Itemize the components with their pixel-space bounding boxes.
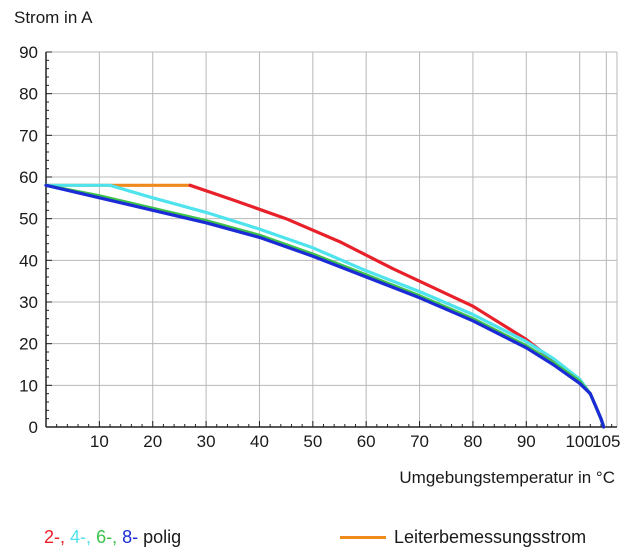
legend-4pol: 4-, [70, 527, 92, 547]
x-tick-label-60: 60 [357, 432, 376, 451]
series-line-2 [44, 183, 606, 429]
x-tick-label-50: 50 [303, 432, 322, 451]
x-tick-label-40: 40 [250, 432, 269, 451]
x-tick-label-30: 30 [197, 432, 216, 451]
legend-rated-current: Leiterbemessungsstrom [340, 527, 586, 548]
y-tick-label-60: 60 [19, 168, 38, 187]
legend-rated-current-label: Leiterbemessungsstrom [394, 527, 587, 547]
y-tick-label-50: 50 [19, 210, 38, 229]
x-tick-label-10: 10 [90, 432, 109, 451]
x-tick-label-20: 20 [143, 432, 162, 451]
tick-labels: 0 10 20 30 40 50 60 70 80 90 10 20 30 40 50 60 70 80 90 100… [19, 43, 620, 451]
x-tick-label-90: 90 [517, 432, 536, 451]
x-tick-label-70: 70 [410, 432, 429, 451]
y-tick-label-20: 20 [19, 335, 38, 354]
legend-poles: 2-, 4-, 6-, 8- polig [44, 527, 181, 548]
y-tick-label-0: 0 [29, 418, 38, 437]
grid [46, 51, 618, 427]
legend-8pol: 8- [122, 527, 139, 547]
y-tick-label-40: 40 [19, 251, 38, 270]
legend-6pol: 6-, [96, 527, 118, 547]
legend-rated-current-swatch [340, 536, 386, 539]
legend-polig: polig [143, 527, 182, 547]
y-tick-label-30: 30 [19, 293, 38, 312]
series-line-1 [188, 183, 606, 429]
y-tick-label-70: 70 [19, 126, 38, 145]
series-line-3 [44, 183, 606, 429]
series-lines [44, 183, 606, 429]
x-tick-label-80: 80 [463, 432, 482, 451]
series-line-4 [44, 183, 606, 429]
axes [45, 51, 617, 428]
x-tick-label-100: 100 [565, 432, 593, 451]
x-axis-label: Umgebungstemperatur in °C [399, 468, 615, 487]
y-tick-label-90: 90 [19, 43, 38, 62]
y-tick-label-80: 80 [19, 85, 38, 104]
y-axis-label: Strom in A [14, 8, 93, 27]
y-tick-label-10: 10 [19, 376, 38, 395]
x-tick-label-105: 105 [592, 432, 620, 451]
legend-2pol: 2-, [44, 527, 66, 547]
